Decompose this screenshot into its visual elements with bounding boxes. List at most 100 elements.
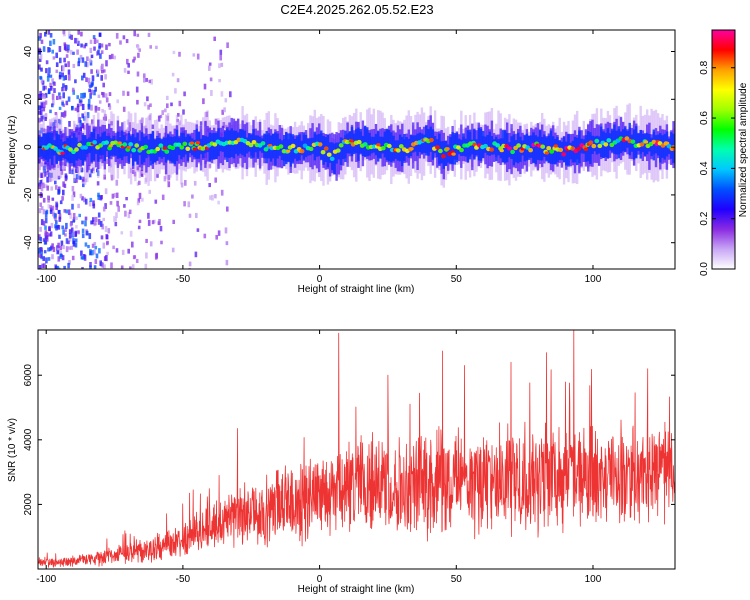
noise-cell [105,44,108,50]
noise-cell [72,89,75,95]
noise-cell [48,67,51,74]
noise-cell [87,165,91,171]
noise-cell [67,240,70,245]
ridge-core-cell [456,145,461,150]
noise-cell [84,242,88,247]
y-tick-label: 20 [23,93,34,105]
x-tick-label: 50 [451,274,463,285]
noise-cell [94,86,97,92]
ridge-cell [226,128,229,162]
noise-cell [172,219,175,225]
ridge-cell [562,136,566,163]
snr-x-axis: -100 -50 0 50 100 [36,330,602,585]
noise-cell [196,228,200,232]
noise-cell [53,81,56,86]
ridge-cell [103,131,106,162]
ridge-core-cell [540,144,546,149]
noise-cell [40,206,44,211]
noise-cell [88,201,92,207]
ridge-cell [532,132,535,164]
noise-cell [49,86,53,91]
noise-cell [145,78,148,82]
ridge-core-cell [53,146,58,151]
noise-cell [49,205,52,209]
noise-cell [48,47,51,53]
noise-cell [78,175,81,180]
noise-cell [58,96,62,100]
ridge-core-cell [122,142,128,147]
noise-cell [90,104,93,111]
ridge-cell [652,129,655,161]
noise-cell [42,85,45,91]
noise-cell [122,35,126,40]
noise-cell [76,49,79,55]
noise-cell [108,92,112,97]
noise-cell [193,180,197,186]
ridge-core-cell [507,146,512,151]
ridge-core-cell [603,142,609,147]
ridge-cell [112,135,115,156]
noise-cell [41,263,44,269]
colorbar-tick-label: 0.6 [699,111,710,125]
noise-cell [89,60,93,66]
noise-cell [225,241,229,246]
ridge-cell [326,134,330,168]
noise-cell [57,242,60,249]
noise-cell [126,91,130,96]
noise-cell [144,263,148,269]
noise-cell [39,32,42,39]
noise-cell [132,169,135,174]
ridge-peak-cell [286,149,291,153]
noise-cell [159,225,163,232]
noise-cell [40,79,44,84]
noise-cell [133,56,136,61]
noise-cell [68,121,71,127]
noise-cell [81,196,84,201]
noise-cell [156,130,159,137]
noise-cell [72,219,75,223]
noise-cell [115,33,119,39]
noise-cell [81,103,85,111]
noise-cell [126,58,129,65]
noise-cell [61,255,65,261]
ridge-core-cell [395,148,401,153]
ridge-cell [344,130,347,162]
noise-cell [56,95,59,101]
noise-cell [39,226,42,232]
noise-cell [155,45,158,50]
noise-cell [75,225,78,229]
ridge-cell [637,133,640,151]
noise-cell [58,75,62,80]
noise-cell [219,49,223,55]
noise-cell [159,114,163,119]
noise-cell [191,194,194,199]
noise-cell [103,174,106,180]
noise-cell [90,69,93,74]
noise-cell [56,250,59,255]
noise-cell [178,51,181,57]
noise-cell [195,120,199,126]
ridge-core [41,136,675,161]
noise-cell [131,264,135,269]
noise-cell [79,120,82,126]
noise-cell [69,222,73,227]
noise-cell [75,178,78,183]
ridge-cell [451,132,454,165]
noise-cell [125,39,129,44]
noise-cell [143,76,146,83]
noise-cell [44,230,48,237]
noise-cell [116,200,119,207]
ridge-peak-cell [117,141,122,145]
noise-cell [108,105,112,110]
noise-cell [55,225,58,231]
ridge-cell [237,132,240,156]
noise-cell [172,50,176,55]
noise-cell [50,186,53,191]
noise-cell [116,99,119,104]
noise-cell [224,227,228,234]
noise-cell [106,158,109,164]
ridge-cell [62,142,65,158]
noise-cell [49,121,53,127]
noise-cell [109,162,113,168]
ridge-core-cell [549,149,555,154]
